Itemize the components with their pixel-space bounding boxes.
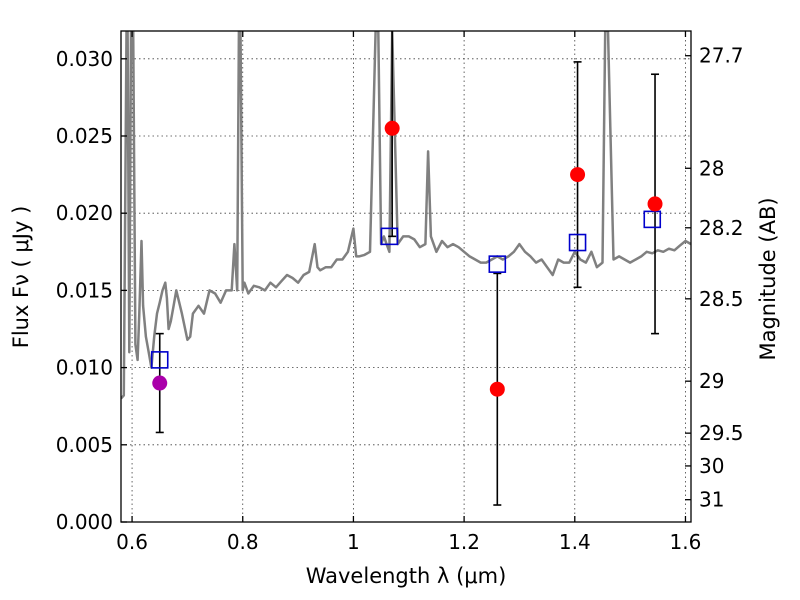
spectrum-line [121,31,691,400]
x-tick-label: 1.4 [559,530,591,554]
model-square [643,210,662,229]
x-tick-label: 0.8 [227,530,259,554]
y-tick-label: 0.020 [56,201,113,225]
y2-tick-label: 28.2 [699,216,744,240]
plot-frame [120,30,692,523]
y2-tick-label: 27.7 [699,44,744,68]
y2-tick-label: 30 [699,454,724,478]
observed-point [152,375,168,391]
observed-point [570,167,586,183]
model-square [150,351,169,369]
model-square [380,227,399,246]
x-tick-label: 1.2 [448,530,480,554]
y-tick-label: 0.030 [56,47,113,71]
y-tick-label: 0.015 [56,278,113,302]
model-square [568,233,587,252]
y-tick-label: 0.005 [56,433,113,457]
x-tick-label: 1 [347,530,360,554]
observed-point [489,381,505,397]
observed-point [384,120,400,136]
x-tick-label: 0.6 [116,530,148,554]
y2-tick-label: 28.5 [699,287,744,311]
y-tick-label: 0.010 [56,356,113,380]
y2-tick-label: 29.5 [699,421,744,445]
y2-axis-label: Magnitude (AB) [756,197,780,360]
y-axis-label: Flux Fν ( μJy ) [9,206,33,349]
x-tick-label: 1.6 [670,530,702,554]
y2-tick-label: 29 [699,369,724,393]
model-square [488,255,507,273]
points-layer [150,31,663,506]
ticks-layer: 0.6 0.8 1 1.2 1.4 1.6 0.000 0.005 0.010 0.015 0.02… [56,31,744,554]
y-tick-label: 0.000 [56,510,113,534]
observed-point [647,196,663,212]
x-axis-label: Wavelength λ (μm) [306,564,507,588]
y-tick-label: 0.025 [56,124,113,148]
spectrum-layer [121,31,691,400]
y2-tick-label: 31 [699,488,724,512]
y2-tick-label: 28 [699,156,724,180]
